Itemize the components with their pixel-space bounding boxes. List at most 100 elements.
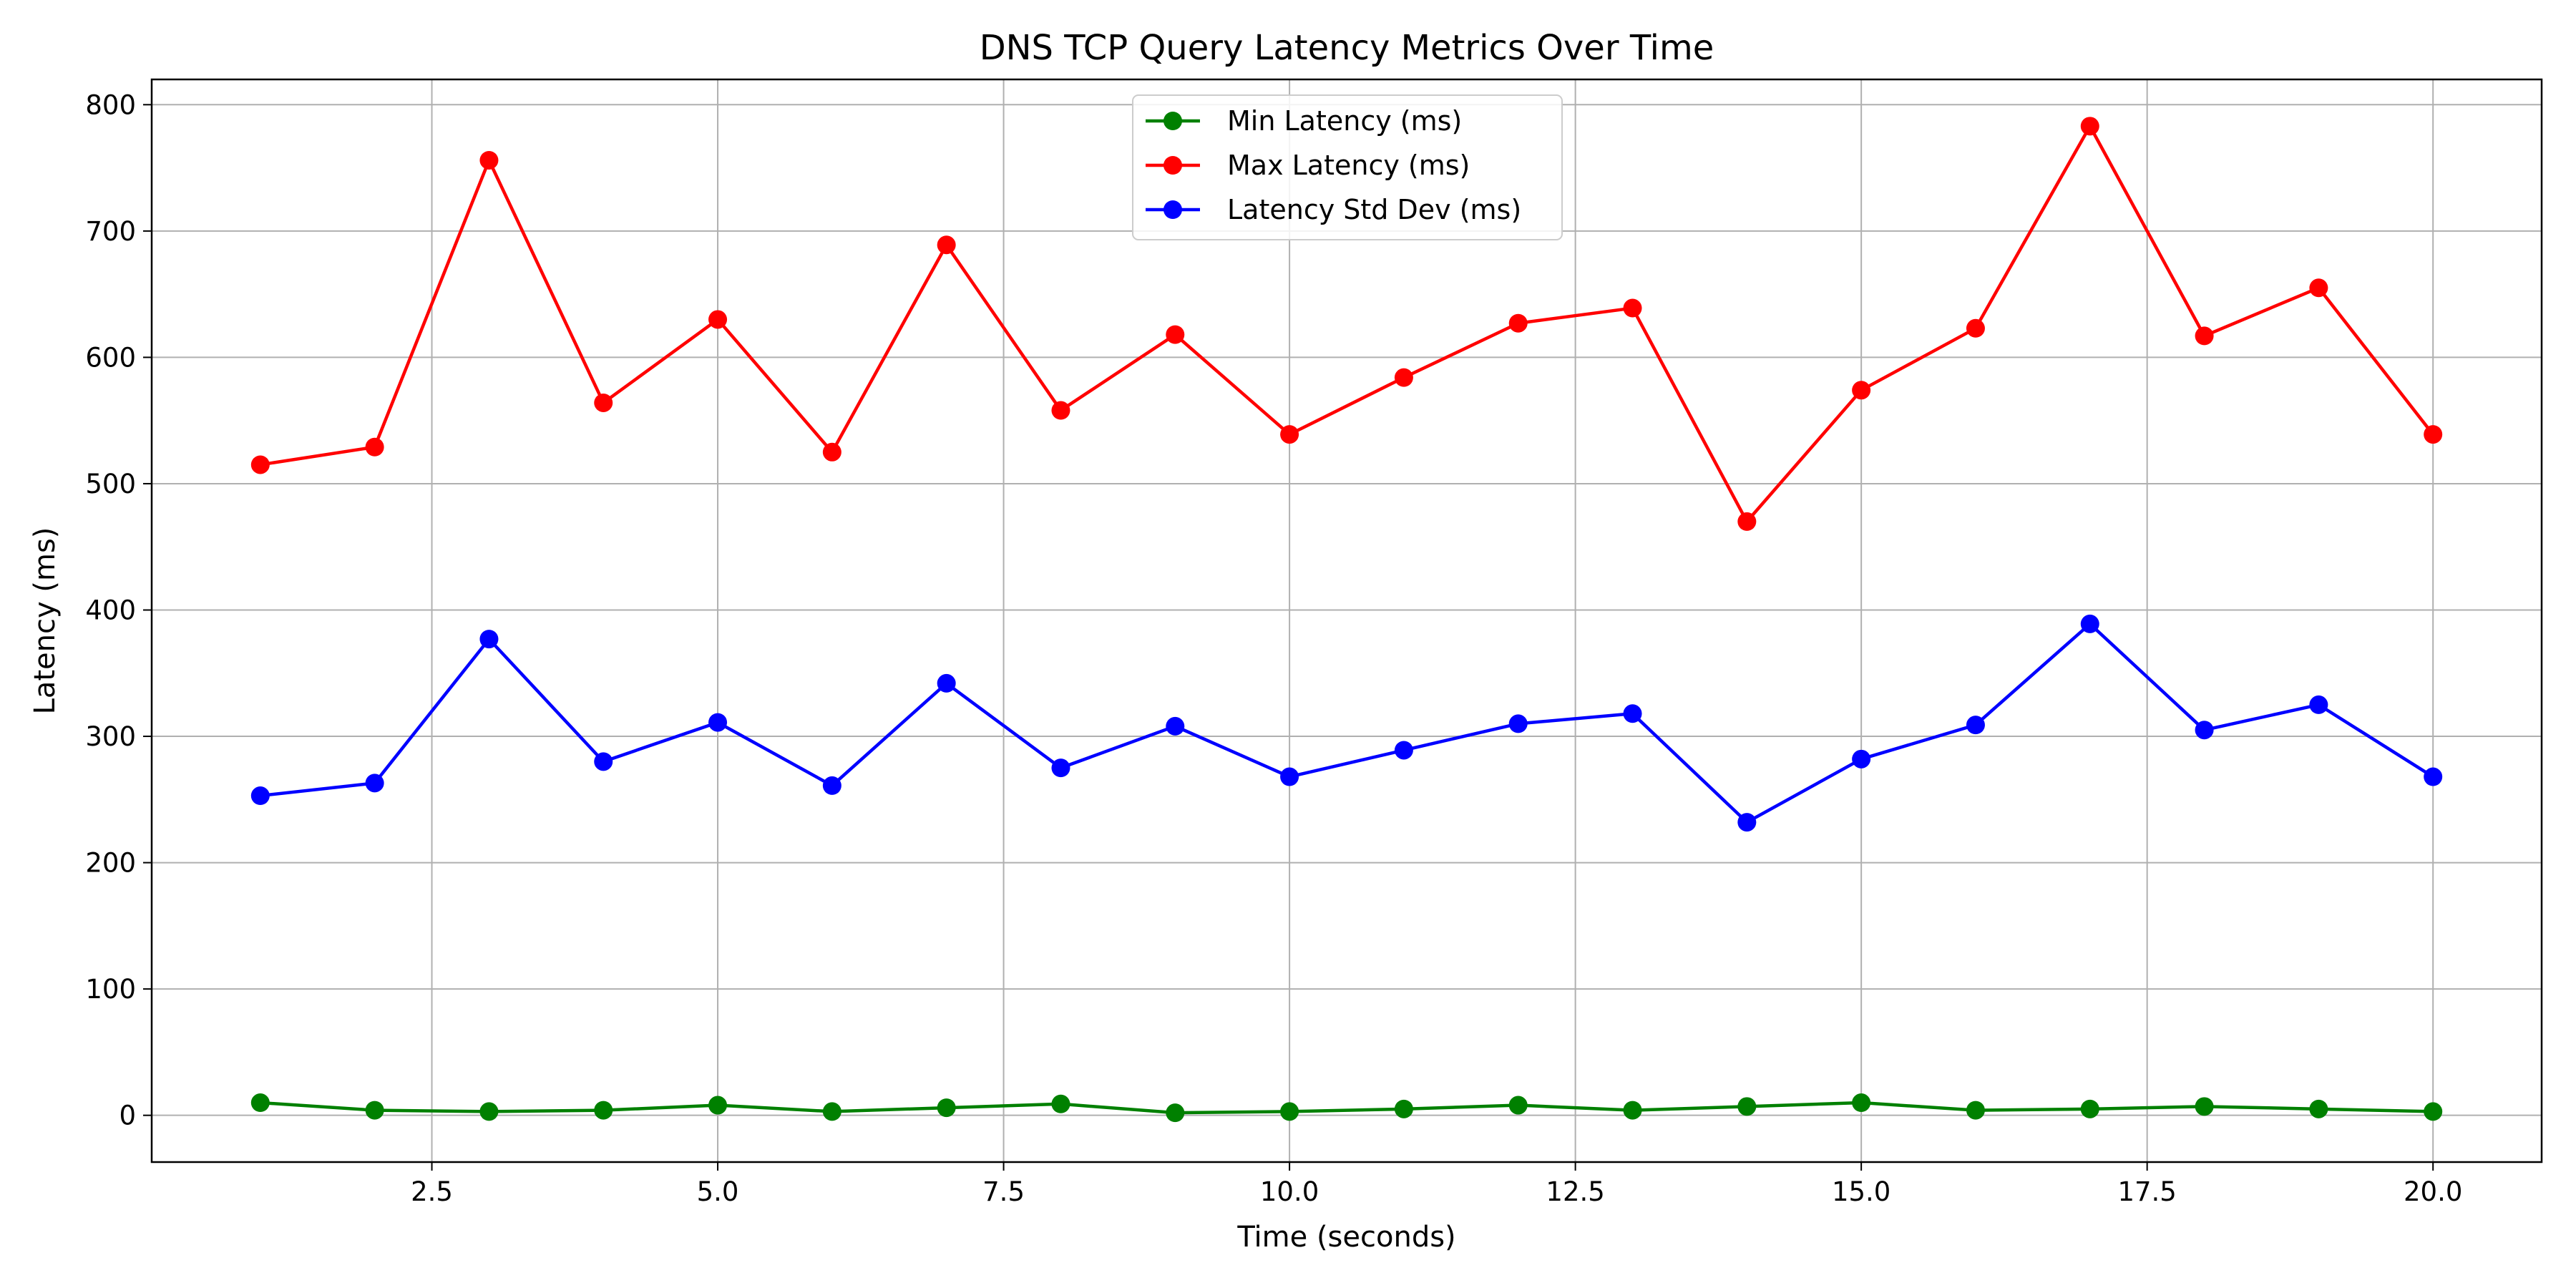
- data-point: [2195, 721, 2214, 740]
- data-point: [1508, 313, 1528, 333]
- x-tick-label: 10.0: [1260, 1176, 1319, 1207]
- legend-item: Max Latency (ms): [1146, 150, 1470, 181]
- x-axis-label: Time (seconds): [1236, 1221, 1455, 1254]
- x-tick-label: 7.5: [982, 1176, 1025, 1207]
- data-point: [1623, 298, 1642, 318]
- data-point: [2309, 1099, 2328, 1118]
- data-point: [1280, 1102, 1299, 1121]
- data-point: [1394, 368, 1413, 387]
- data-point: [2080, 1099, 2099, 1118]
- x-tick-label: 17.5: [2117, 1176, 2176, 1207]
- y-axis-label: Latency (ms): [29, 527, 62, 715]
- chart-title: DNS TCP Query Latency Metrics Over Time: [980, 28, 1714, 68]
- data-point: [479, 150, 499, 170]
- data-point: [1737, 1097, 1757, 1116]
- data-point: [594, 1101, 613, 1120]
- data-point: [250, 455, 270, 474]
- data-point: [2309, 695, 2328, 714]
- data-point: [2424, 767, 2443, 786]
- data-point: [1508, 714, 1528, 733]
- y-tick-label: 200: [85, 848, 136, 879]
- data-point: [822, 776, 841, 795]
- y-tick-label: 100: [85, 974, 136, 1005]
- data-point: [937, 1098, 956, 1118]
- legend-item: Latency Std Dev (ms): [1146, 194, 1521, 225]
- x-tick-label: 2.5: [411, 1176, 453, 1207]
- data-point: [479, 1102, 499, 1121]
- data-point: [822, 1102, 841, 1121]
- plot-frame: [150, 78, 2543, 1163]
- y-tick-label: 600: [85, 342, 136, 373]
- data-point: [1280, 425, 1299, 444]
- series-layer: [250, 117, 2443, 1123]
- data-point: [1280, 767, 1299, 786]
- y-axis: 0 100 200 300 400 500 600 700 800: [85, 89, 152, 1131]
- data-point: [937, 235, 956, 255]
- y-tick-label: 800: [85, 89, 136, 120]
- series-2: [250, 614, 2443, 832]
- x-tick-label: 12.5: [1546, 1176, 1604, 1207]
- data-point: [708, 310, 728, 329]
- plot-area: [152, 79, 2542, 1162]
- legend-label: Max Latency (ms): [1227, 150, 1470, 181]
- x-tick-label: 20.0: [2404, 1176, 2462, 1207]
- legend-label: Latency Std Dev (ms): [1227, 194, 1521, 225]
- data-point: [1166, 716, 1185, 736]
- data-point: [1051, 401, 1070, 420]
- series-0: [250, 1093, 2443, 1123]
- data-point: [2424, 1102, 2443, 1121]
- data-point: [1051, 758, 1070, 778]
- x-axis: 2.5 5.0 7.5 10.0 12.5 15.0 17.5 20.0: [411, 1162, 2462, 1207]
- data-point: [1966, 716, 1985, 735]
- legend-marker: [1163, 156, 1182, 175]
- legend-marker: [1163, 112, 1182, 130]
- legend-box: [1132, 94, 1563, 240]
- y-tick-label: 400: [85, 595, 136, 625]
- y-tick-label: 700: [85, 216, 136, 247]
- y-tick-label: 0: [119, 1101, 136, 1131]
- series-1: [250, 117, 2443, 531]
- series-line: [260, 125, 2434, 524]
- data-point: [1852, 749, 1871, 769]
- data-point: [365, 774, 384, 793]
- legend-label: Min Latency (ms): [1227, 105, 1462, 137]
- series-line: [260, 622, 2434, 824]
- data-point: [1508, 1096, 1528, 1115]
- data-point: [2195, 1097, 2214, 1116]
- data-point: [365, 1101, 384, 1120]
- data-point: [1623, 1101, 1642, 1120]
- legend-marker: [1163, 200, 1182, 219]
- data-point: [822, 442, 841, 462]
- data-point: [2080, 117, 2099, 136]
- data-point: [2080, 614, 2099, 633]
- legend-item: Min Latency (ms): [1146, 105, 1462, 137]
- data-point: [1166, 325, 1185, 344]
- data-point: [250, 786, 270, 806]
- y-tick-label: 500: [85, 469, 136, 499]
- data-point: [1623, 704, 1642, 723]
- data-point: [594, 393, 613, 412]
- data-point: [1966, 318, 1985, 338]
- data-point: [2309, 278, 2328, 298]
- data-point: [708, 1096, 728, 1115]
- data-point: [594, 752, 613, 771]
- data-point: [1737, 512, 1757, 531]
- data-point: [2195, 326, 2214, 346]
- data-point: [1852, 381, 1871, 400]
- data-point: [1394, 1099, 1413, 1118]
- grid-lines: [152, 79, 2542, 1162]
- data-point: [250, 1093, 270, 1113]
- data-point: [1394, 741, 1413, 760]
- y-tick-label: 300: [85, 721, 136, 752]
- legend: Min Latency (ms) Max Latency (ms) Latency …: [1132, 94, 1563, 240]
- data-point: [708, 713, 728, 732]
- data-point: [1852, 1093, 1871, 1113]
- data-point: [1737, 813, 1757, 832]
- x-tick-label: 5.0: [697, 1176, 739, 1207]
- data-point: [1166, 1103, 1185, 1123]
- data-point: [365, 437, 384, 457]
- x-tick-label: 15.0: [1832, 1176, 1890, 1207]
- data-point: [2424, 425, 2443, 444]
- data-point: [1966, 1101, 1985, 1120]
